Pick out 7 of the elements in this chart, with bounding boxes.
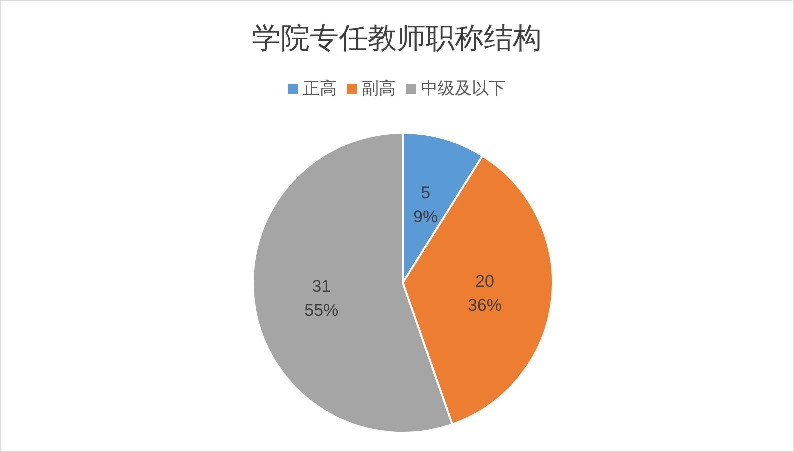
legend-label: 正高	[303, 78, 337, 100]
legend-label: 副高	[362, 78, 396, 100]
data-label: 31 55%	[304, 276, 339, 320]
chart-title: 学院专任教师职称结构	[251, 20, 543, 57]
data-label: 20 36%	[468, 272, 502, 316]
legend-label: 中级及以下	[421, 78, 506, 100]
data-label: 5 9%	[414, 184, 438, 227]
